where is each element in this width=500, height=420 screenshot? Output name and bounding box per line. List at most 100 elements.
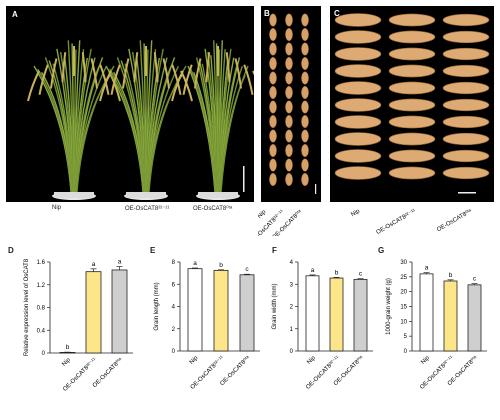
rice-grain — [442, 98, 490, 112]
rice-plant — [99, 40, 193, 200]
significance-letter: a — [118, 259, 122, 266]
rice-grain — [442, 149, 490, 163]
rice-grain — [269, 13, 277, 27]
bar — [59, 352, 76, 354]
y-tick-label: 6 — [172, 282, 176, 288]
rice-grain — [269, 85, 277, 100]
significance-letter: c — [359, 271, 363, 278]
rice-grain — [334, 98, 382, 112]
rice-grain — [442, 47, 490, 61]
rice-grain — [442, 115, 490, 129]
rice-grain — [301, 129, 309, 143]
scale-bar — [315, 184, 317, 194]
y-tick-label: 0.8 — [37, 306, 46, 312]
rice-grain — [285, 85, 293, 100]
rice-grain — [269, 100, 277, 114]
y-tick-label: 4 — [290, 260, 294, 266]
significance-letter: a — [425, 265, 429, 272]
rice-grain — [301, 13, 309, 27]
bar — [353, 278, 368, 352]
rice-grain — [388, 47, 436, 61]
bar — [419, 273, 434, 352]
y-tick-label: 4 — [172, 305, 176, 311]
y-tick-label: 10 — [400, 319, 407, 325]
y-tick-label: 1.2 — [37, 283, 46, 289]
rice-grain — [442, 166, 490, 180]
rice-grain — [388, 98, 436, 112]
bar — [329, 277, 344, 352]
panel-label-d: D — [8, 246, 14, 255]
rice-grain — [388, 13, 436, 27]
rice-grain — [301, 85, 309, 100]
rice-grain — [301, 114, 309, 129]
y-tick-label: 2 — [290, 305, 294, 311]
rice-grain — [334, 166, 382, 180]
rice-grain — [285, 13, 293, 27]
rice-grain — [388, 81, 436, 95]
y-tick-label: 2 — [172, 327, 176, 333]
bar — [213, 269, 229, 352]
bar — [111, 269, 128, 354]
rice-grain — [388, 64, 436, 78]
y-axis-label: Relative expression level of OsCAT8 — [24, 258, 30, 356]
rice-grain — [269, 129, 277, 143]
grains-column-photo — [269, 13, 317, 194]
panel-a-sample-label-1: Nip — [52, 205, 62, 211]
y-tick-label: 0 — [172, 349, 176, 355]
chart-d: 0 0.4 0.8 1.2 1.6 Relative expression level o… — [24, 258, 133, 393]
rice-grain — [269, 56, 277, 71]
bar — [443, 280, 458, 352]
y-tick-label: 8 — [172, 260, 176, 266]
panel-b-sample-label-1: Nip — [258, 209, 268, 220]
panel-label-g: G — [378, 246, 385, 255]
rice-grain — [301, 172, 309, 187]
rice-grain — [334, 115, 382, 129]
rice-grain — [269, 172, 277, 187]
rice-grain — [334, 64, 382, 78]
rice-grain — [285, 114, 293, 129]
rice-grain — [269, 27, 277, 42]
rice-grain — [269, 114, 277, 129]
rice-grain — [388, 115, 436, 129]
rice-grain — [334, 132, 382, 146]
y-tick-label: 15 — [400, 305, 407, 311]
significance-letter: a — [92, 261, 96, 268]
grains-width-panel: C — [330, 6, 494, 202]
bar — [467, 284, 482, 352]
y-tick-label: 3 — [290, 282, 294, 288]
rice-plant — [171, 40, 265, 200]
panel-label-e: E — [150, 246, 156, 255]
rice-grain — [285, 56, 293, 71]
category-label: Nip — [306, 355, 317, 366]
grains-column-panel: B — [261, 6, 321, 202]
y-tick-label: 1.6 — [37, 260, 46, 266]
category-label: Nip — [420, 355, 431, 366]
rice-grain — [388, 30, 436, 44]
scale-bar — [458, 192, 476, 194]
rice-grain — [285, 100, 293, 114]
rice-grain — [388, 132, 436, 146]
rice-grain — [301, 100, 309, 114]
rice-grain — [301, 71, 309, 85]
rice-grain — [285, 129, 293, 143]
rice-grain — [285, 42, 293, 56]
y-tick-label: 0 — [290, 349, 294, 355]
significance-letter: b — [335, 269, 339, 276]
rice-grain — [269, 143, 277, 158]
panel-c-sample-label-1: Nip — [350, 208, 361, 218]
panel-a-sample-label-3: OE-OsCAT8⁰ᵗᵃ — [193, 206, 233, 212]
rice-grain — [442, 81, 490, 95]
y-tick-label: 5 — [404, 334, 408, 340]
y-axis-label: 1000-grain weight (g) — [386, 278, 392, 335]
rice-grain — [301, 27, 309, 42]
significance-letter: a — [311, 267, 315, 274]
panel-a-sample-label-2: OE-OsCAT8²²⁻¹¹ — [125, 206, 170, 212]
y-tick-label: 1 — [290, 327, 294, 333]
rice-grain — [285, 158, 293, 172]
rice-grain — [334, 81, 382, 95]
panel-c-sample-label-2: OE-OsCAT8²²⁻¹¹ — [376, 209, 417, 236]
rice-grain — [334, 149, 382, 163]
panel-b-sample-labels: Nip OE-OsCAT8²²⁻¹¹ OE-OsCAT8⁰ᵗᵃ — [258, 208, 304, 236]
